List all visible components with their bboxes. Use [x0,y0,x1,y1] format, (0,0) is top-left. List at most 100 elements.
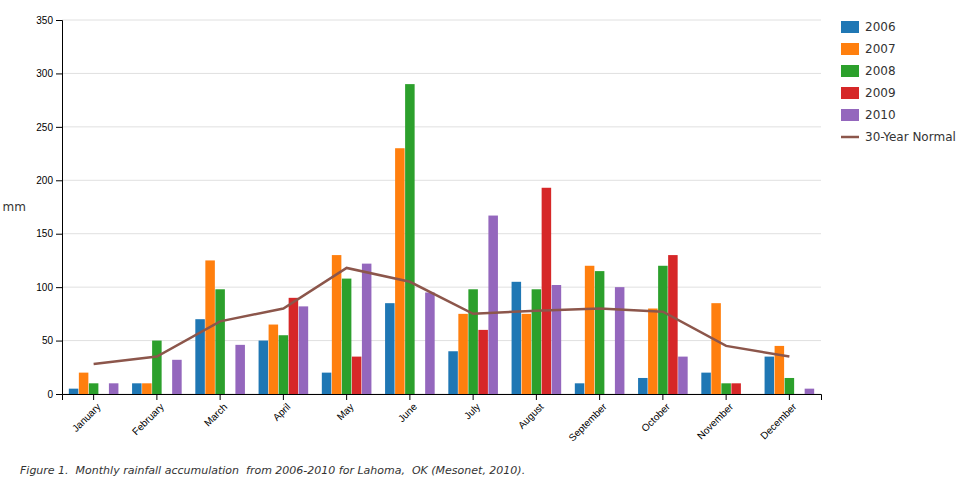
y-tick-label: 350 [36,15,53,26]
bar [478,330,488,394]
bar [575,383,585,394]
bar [648,309,658,394]
legend-label: 30-Year Normal [865,130,956,144]
legend-label: 2007 [865,42,896,56]
bar [605,394,615,395]
x-tick-label: December [758,401,799,442]
bar [342,279,352,394]
bar [615,287,625,394]
x-tick: August [516,394,546,431]
x-tick-mark [220,394,221,400]
x-tick-label: June [396,401,419,424]
x-tick-label: September [566,401,609,444]
x-tick: September [566,394,609,443]
bar-series [89,84,794,394]
bar [488,216,498,394]
bar-series [289,188,741,394]
bar [405,84,415,394]
bar-series [79,148,784,394]
bar [395,148,405,394]
bar [109,383,119,394]
bar [542,188,552,394]
bar [731,383,741,394]
x-tick: June [396,394,419,424]
y-axis: 050100150200250300350 [36,15,62,400]
bar [162,394,172,395]
legend-swatch [841,65,859,77]
bar [458,314,468,394]
bar [795,394,805,395]
y-tick-mark [56,394,62,395]
y-tick-label: 250 [36,122,53,133]
grid-line [62,20,821,21]
bar [678,357,688,394]
grid-line [62,180,821,181]
y-tick-mark [56,180,62,181]
bar [711,303,721,394]
y-tick-mark [56,234,62,235]
bar [595,271,605,394]
x-tick-label: April [271,401,293,423]
y-tick-mark [56,341,62,342]
legend-swatch [841,87,859,99]
bar [425,292,435,394]
bar [522,314,532,394]
bar [741,394,751,395]
bar [269,325,279,394]
y-tick: 200 [36,175,62,186]
bar [721,383,731,394]
x-tick: February [130,394,166,437]
x-tick-mark [346,394,347,400]
y-tick-label: 100 [36,282,53,293]
bar [289,298,299,394]
legend-item: 2008 [841,64,896,78]
x-tick-label: October [639,401,672,434]
bar [132,383,142,394]
legend-label: 2010 [865,108,896,122]
bar [279,335,289,394]
bar [668,255,678,394]
legend-swatch [841,21,859,33]
y-tick-label: 300 [36,68,53,79]
legend: 2006200720082009201030-Year Normal [841,20,956,144]
legend-item: 2010 [841,108,896,122]
x-tick: October [639,394,672,434]
y-tick-label: 50 [42,335,54,346]
bar [352,357,362,394]
y-tick: 300 [36,68,62,79]
y-tick-mark [56,287,62,288]
bar [805,389,815,394]
y-axis-line [56,21,63,395]
bar-series [109,216,814,394]
bar [152,341,162,394]
bar [235,345,245,394]
legend-label: 2009 [865,86,896,100]
x-tick: July [462,394,482,421]
legend-item: 30-Year Normal [841,130,956,144]
bar [512,282,522,394]
bar [552,285,562,394]
marks [69,84,814,394]
grid-line [62,126,821,127]
bar [79,373,89,394]
x-tick-label: November [695,401,736,442]
grid [62,20,821,394]
bar [448,351,458,394]
x-axis: JanuaryFebruaryMarchAprilMayJuneJulyAugu… [63,394,822,443]
bar [638,378,648,394]
bar [215,289,225,394]
bar [362,264,372,394]
chart: 050100150200250300350JanuaryFebruaryMarc… [0,0,966,482]
x-tick-mark [599,394,600,400]
legend-swatch [841,43,859,55]
bar [385,303,395,394]
x-tick-label: May [335,401,356,422]
bar [69,389,79,394]
legend-swatch [841,136,859,139]
bar [172,360,182,394]
x-tick-mark [283,394,284,400]
grid-line [62,73,821,74]
x-tick-mark [93,394,94,400]
x-tick-mark [156,394,157,400]
y-tick: 150 [36,228,62,239]
